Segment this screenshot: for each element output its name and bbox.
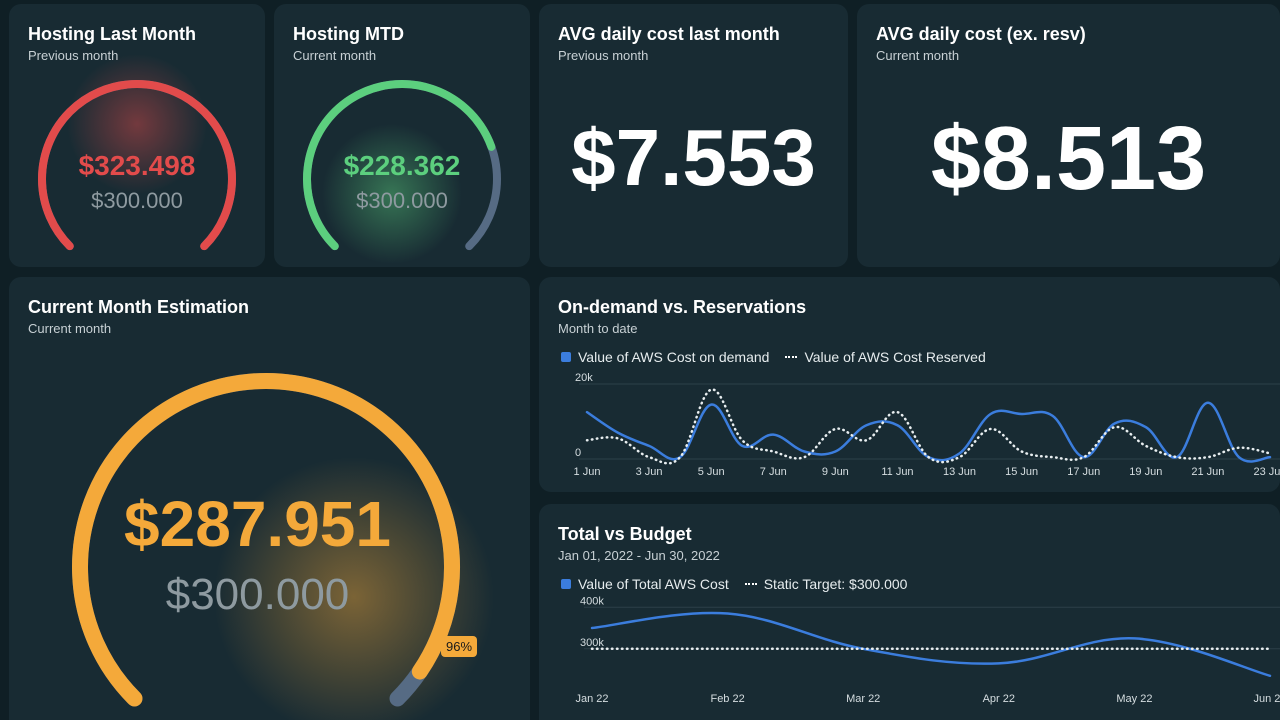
x-tick-label: Feb 22 (710, 693, 744, 705)
x-tick-label: 11 Jun (881, 466, 913, 478)
current-month-estimation-panel: Current Month Estimation Current month $… (9, 277, 530, 720)
x-tick-label: 5 Jun (698, 466, 725, 478)
panel-subtitle: Previous month (28, 48, 119, 63)
series-line-solid[interactable] (590, 611, 1272, 678)
panel-title: Hosting MTD (293, 24, 404, 44)
gauge-value: $287.951 (124, 488, 391, 560)
gauge-target: $300.000 (91, 188, 183, 213)
gauge-value: $228.362 (343, 150, 461, 181)
hosting-mtd-gauge (303, 80, 501, 264)
x-tick-label: 9 Jun (822, 466, 849, 478)
x-tick-label: 21 Jun (1191, 466, 1224, 478)
avg-daily-last-month-panel: AVG daily cost last month Previous month… (539, 4, 848, 267)
gauge-fill (303, 80, 496, 251)
x-tick-label: 17 Jun (1067, 466, 1100, 478)
hosting-mtd-panel: Hosting MTD Current month $228.362 $300.… (274, 4, 530, 267)
legend-swatch-solid (561, 352, 571, 362)
x-tick-label: 7 Jun (760, 466, 787, 478)
gauge-target: $300.000 (356, 188, 448, 213)
series-line-dotted[interactable] (585, 388, 1272, 465)
panel-subtitle: Jan 01, 2022 - Jun 30, 2022 (558, 548, 720, 563)
ondemand-vs-reservations-panel: On-demand vs. Reservations Month to date… (539, 277, 1280, 492)
x-tick-label: 23 Jun (1253, 466, 1280, 478)
progress-badge: 96% (441, 636, 478, 657)
panel-title: Current Month Estimation (28, 297, 249, 317)
x-tick-label: Jan 22 (575, 693, 608, 705)
y-tick-label: 400k (580, 595, 604, 607)
series-line-solid[interactable] (585, 401, 1272, 463)
x-tick-label: 19 Jun (1129, 466, 1162, 478)
legend-entry[interactable]: Value of Total AWS Cost (578, 576, 729, 592)
legend-entry[interactable]: Value of AWS Cost Reserved (804, 349, 986, 365)
panel-title: On-demand vs. Reservations (558, 297, 807, 317)
panel-subtitle: Current month (293, 48, 377, 63)
total-vs-budget-panel: Total vs Budget Jan 01, 2022 - Jun 30, 2… (539, 504, 1280, 720)
panel-title: Total vs Budget (558, 524, 692, 544)
budget-chart: 300k 400k Jan 22 Feb 22 Mar 22 Apr 22 May 22 Ju… (575, 595, 1280, 705)
chart-legend: Value of Total AWS Cost Static Target: $… (561, 576, 907, 592)
x-tick-label: 3 Jun (636, 466, 663, 478)
y-tick-label: 20k (575, 372, 593, 384)
gauge-glow (322, 124, 462, 264)
kpi-value: $7.553 (571, 113, 816, 202)
chart-legend: Value of AWS Cost on demand Value of AWS… (561, 349, 986, 365)
panel-subtitle: Previous month (558, 48, 649, 63)
panel-subtitle: Current month (28, 321, 112, 336)
y-tick-label: 300k (580, 637, 604, 649)
x-tick-label: Mar 22 (846, 693, 880, 705)
hosting-last-month-gauge (38, 54, 236, 251)
panel-title: Hosting Last Month (28, 24, 196, 44)
kpi-value: $8.513 (930, 109, 1207, 209)
avg-daily-current-panel: AVG daily cost (ex. resv) Current month … (857, 4, 1280, 267)
legend-entry[interactable]: Value of AWS Cost on demand (578, 349, 770, 365)
x-tick-label: Jun 22 (1253, 693, 1280, 705)
gauge-target: $300.000 (165, 570, 350, 619)
current-estimation-gauge (72, 372, 494, 720)
hosting-last-month-panel: Hosting Last Month Previous month $323.4… (9, 4, 265, 267)
legend-swatch-solid (561, 579, 571, 589)
legend-entry[interactable]: Static Target: $300.000 (763, 576, 908, 592)
x-tick-label: Apr 22 (983, 693, 1015, 705)
panel-subtitle: Current month (876, 48, 960, 63)
x-tick-label: 15 Jun (1005, 466, 1038, 478)
panel-title: AVG daily cost (ex. resv) (876, 24, 1086, 44)
legend-swatch-dotted (785, 356, 798, 358)
panel-subtitle: Month to date (558, 321, 638, 336)
ondemand-chart: 0 20k 1 Jun 3 Jun 5 Jun 7 Jun 9 Jun 11 Jun 13 Ju… (574, 372, 1280, 478)
panel-title: AVG daily cost last month (558, 24, 780, 44)
x-tick-label: May 22 (1116, 693, 1152, 705)
gauge-value: $323.498 (78, 150, 196, 181)
legend-swatch-dotted (744, 583, 757, 585)
x-tick-label: 1 Jun (574, 466, 601, 478)
x-tick-label: 13 Jun (943, 466, 976, 478)
gauge-fill (38, 80, 236, 251)
y-tick-label: 0 (575, 447, 581, 459)
gauge-fill (72, 373, 460, 707)
